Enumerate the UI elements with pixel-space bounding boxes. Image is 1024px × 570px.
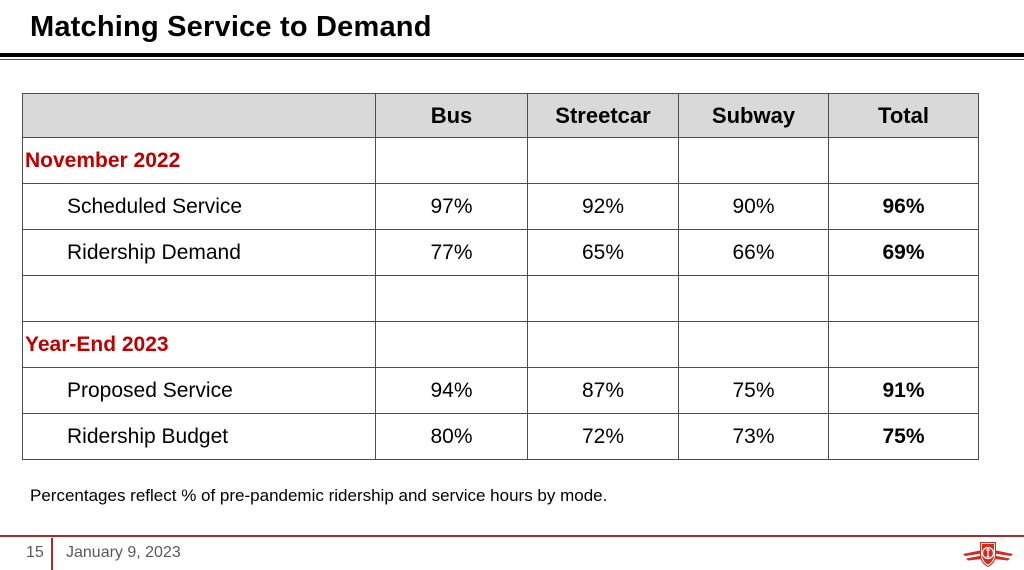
cell-value bbox=[678, 137, 829, 184]
table-row: November 2022 bbox=[22, 137, 979, 184]
column-header: Total bbox=[828, 93, 979, 138]
cell-value bbox=[375, 275, 528, 322]
row-label: Proposed Service bbox=[22, 367, 376, 414]
table-row: Ridership Demand 77% 65% 66% 69% bbox=[22, 229, 979, 276]
table-row: Proposed Service 94% 87% 75% 91% bbox=[22, 367, 979, 414]
footer-rule bbox=[0, 535, 1024, 537]
title-underline bbox=[0, 53, 1024, 57]
cell-value: 97% bbox=[375, 183, 528, 230]
footnote: Percentages reflect % of pre-pandemic ri… bbox=[30, 486, 608, 505]
cell-value: 72% bbox=[527, 413, 679, 460]
row-label bbox=[22, 275, 376, 322]
cell-value bbox=[527, 137, 679, 184]
cell-value: 87% bbox=[527, 367, 679, 414]
cell-value bbox=[375, 321, 528, 368]
row-label: Ridership Demand bbox=[22, 229, 376, 276]
table-row: Ridership Budget 80% 72% 73% 75% bbox=[22, 413, 979, 460]
row-label: Ridership Budget bbox=[22, 413, 376, 460]
cell-value bbox=[828, 275, 979, 322]
cell-value: 94% bbox=[375, 367, 528, 414]
cell-value: 90% bbox=[678, 183, 829, 230]
row-label: November 2022 bbox=[22, 137, 376, 184]
row-label: Year-End 2023 bbox=[22, 321, 376, 368]
cell-value: 96% bbox=[828, 183, 979, 230]
service-table: Bus Streetcar Subway Total November 2022 Sch… bbox=[22, 93, 979, 460]
column-header bbox=[22, 93, 376, 138]
page-number: 15 bbox=[26, 544, 44, 561]
cell-value: 66% bbox=[678, 229, 829, 276]
cell-value: 73% bbox=[678, 413, 829, 460]
table-row bbox=[22, 275, 979, 322]
footer-date: January 9, 2023 bbox=[66, 544, 181, 561]
column-header: Subway bbox=[678, 93, 829, 138]
column-header: Streetcar bbox=[527, 93, 679, 138]
cell-value bbox=[678, 321, 829, 368]
cell-value bbox=[527, 321, 679, 368]
cell-value bbox=[828, 137, 979, 184]
table-container: Bus Streetcar Subway Total November 2022 Sch… bbox=[22, 93, 979, 460]
table-row: Year-End 2023 bbox=[22, 321, 979, 368]
column-header: Bus bbox=[375, 93, 528, 138]
cell-value bbox=[678, 275, 829, 322]
cell-value: 91% bbox=[828, 367, 979, 414]
cell-value bbox=[828, 321, 979, 368]
cell-value bbox=[375, 137, 528, 184]
cell-value: 65% bbox=[527, 229, 679, 276]
table-header-row: Bus Streetcar Subway Total bbox=[22, 93, 979, 138]
cell-value: 69% bbox=[828, 229, 979, 276]
table-row: Scheduled Service 97% 92% 90% 96% bbox=[22, 183, 979, 230]
title-underline-thin bbox=[0, 59, 1024, 60]
cell-value: 92% bbox=[527, 183, 679, 230]
footer-divider bbox=[51, 538, 53, 570]
row-label: Scheduled Service bbox=[22, 183, 376, 230]
ttc-logo bbox=[963, 542, 1013, 567]
cell-value: 80% bbox=[375, 413, 528, 460]
cell-value: 75% bbox=[678, 367, 829, 414]
cell-value: 77% bbox=[375, 229, 528, 276]
cell-value bbox=[527, 275, 679, 322]
slide-title: Matching Service to Demand bbox=[30, 11, 432, 43]
cell-value: 75% bbox=[828, 413, 979, 460]
